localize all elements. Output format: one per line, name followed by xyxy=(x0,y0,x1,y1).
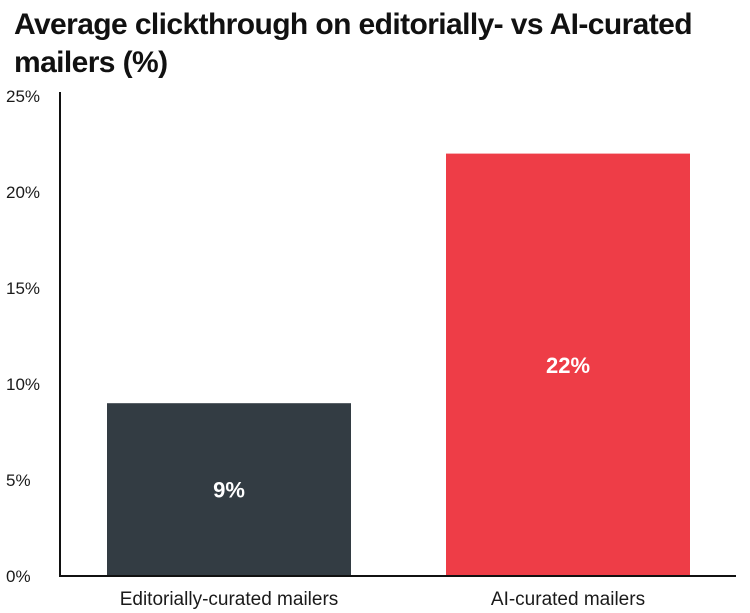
y-tick-label: 20% xyxy=(6,183,40,202)
bar-editorially-curated xyxy=(107,403,351,576)
y-tick-label: 0% xyxy=(6,567,31,586)
chart-title: Average clickthrough on editorially- vs … xyxy=(14,8,693,79)
bar-value-label: 9% xyxy=(213,478,245,503)
bar-ai-curated xyxy=(446,153,690,576)
x-category-label: Editorially-curated mailers xyxy=(120,589,339,610)
bar-data-labels: 9% 22% xyxy=(213,353,590,503)
y-tick-label: 10% xyxy=(6,375,40,394)
y-tick-label: 15% xyxy=(6,279,40,298)
y-tick-label: 25% xyxy=(6,87,40,106)
y-tick-label: 5% xyxy=(6,471,31,490)
category-labels: Editorially-curated mailers AI-curated ma… xyxy=(120,589,645,610)
bar-value-label: 22% xyxy=(546,353,590,378)
bars xyxy=(107,153,690,576)
x-category-label: AI-curated mailers xyxy=(491,589,645,610)
y-tick-labels: 0% 5% 10% 15% 20% 25% xyxy=(6,87,40,586)
